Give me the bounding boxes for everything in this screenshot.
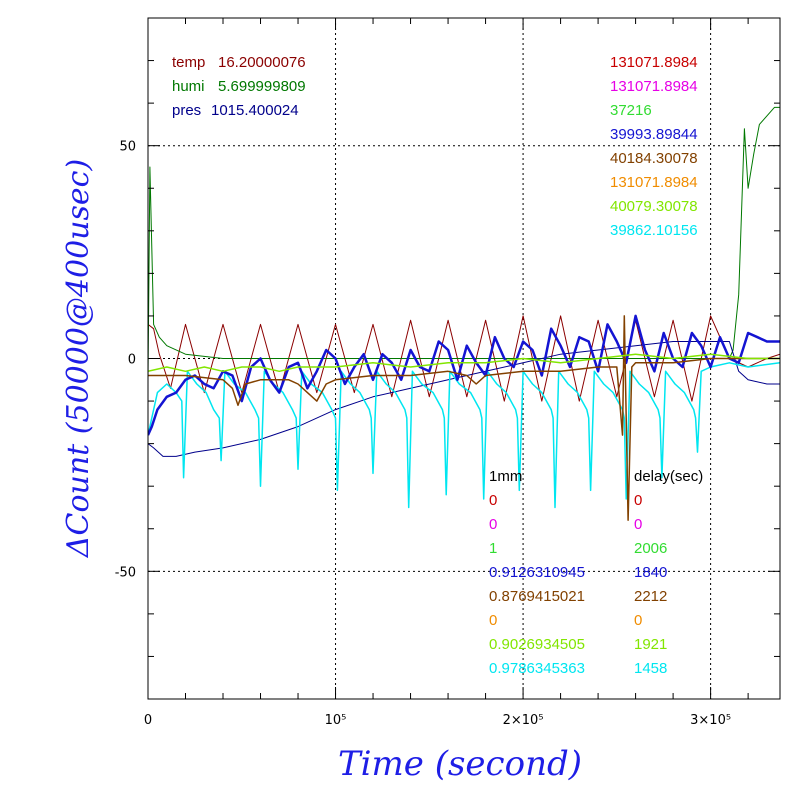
table-row-1-delay: 0 [634, 492, 642, 509]
table-row-4-delay: 1840 [634, 564, 667, 581]
table-row-2-1mm: 0 [489, 516, 497, 533]
table-row-7-delay: 1921 [634, 636, 667, 653]
x-tick-label: 2×10⁵ [503, 713, 544, 728]
y-tick-label: -50 [115, 565, 136, 580]
x-tick-label: 3×10⁵ [690, 713, 731, 728]
x-tick-label: 10⁵ [325, 713, 347, 728]
table-row-6-1mm: 0 [489, 612, 497, 629]
series-line-4 [148, 362, 780, 509]
env-temp-label: temp [172, 54, 205, 71]
table-row-3-delay: 2006 [634, 540, 667, 557]
x-tick-label: 0 [144, 713, 152, 728]
channel-value-4: 39993.89844 [610, 126, 698, 143]
env-humi-value: 5.699999809 [218, 78, 306, 95]
series-line-6 [148, 315, 780, 521]
channel-value-2: 131071.8984 [610, 78, 698, 95]
channel-value-1: 131071.8984 [610, 54, 698, 71]
channel-value-3: 37216 [610, 102, 652, 119]
table-row-5-delay: 2212 [634, 588, 667, 605]
channel-value-7: 40079.30078 [610, 198, 698, 215]
table-row-8-delay: 1458 [634, 660, 667, 677]
table-row-3-1mm: 1 [489, 540, 497, 557]
series-line-1 [148, 315, 780, 402]
channel-values: 131071.8984 131071.8984 37216 39993.8984… [610, 54, 698, 239]
channel-table: 1mm delay(sec) 0 0 0 0 1 2006 0.91263109… [489, 468, 703, 677]
env-humi-label: humi [172, 78, 205, 95]
y-tick-label: 0 [128, 353, 136, 368]
table-header-1mm: 1mm [489, 468, 522, 485]
table-row-7-1mm: 0.9026934505 [489, 636, 585, 653]
env-pres-value: 1015.400024 [211, 102, 299, 119]
table-row-2-delay: 0 [634, 516, 642, 533]
y-axis-label: ΔCount (50000@400usec) [61, 159, 96, 558]
table-row-4-1mm: 0.9126310945 [489, 564, 585, 581]
y-tick-label: 50 [119, 140, 136, 155]
table-row-5-1mm: 0.8769415021 [489, 588, 585, 605]
channel-value-5: 40184.30078 [610, 150, 698, 167]
x-axis-label: Time (second) [338, 744, 582, 784]
channel-value-6: 131071.8984 [610, 174, 698, 191]
env-pres-label: pres [172, 102, 201, 119]
channel-value-8: 39862.10156 [610, 222, 698, 239]
table-row-6-delay: 0 [634, 612, 642, 629]
env-legend: temp 16.20000076 humi 5.699999809 pres 1… [172, 54, 306, 119]
series-layer [148, 106, 780, 521]
axis-ticks: 0 10⁵ 2×10⁵ 3×10⁵ -50 0 50 [115, 17, 780, 728]
table-header-delay: delay(sec) [634, 468, 703, 485]
series-line-5 [148, 314, 780, 436]
series-line-7 [148, 353, 780, 373]
table-row-8-1mm: 0.9786345363 [489, 660, 585, 677]
env-temp-value: 16.20000076 [218, 54, 306, 71]
table-row-1-1mm: 0 [489, 492, 497, 509]
